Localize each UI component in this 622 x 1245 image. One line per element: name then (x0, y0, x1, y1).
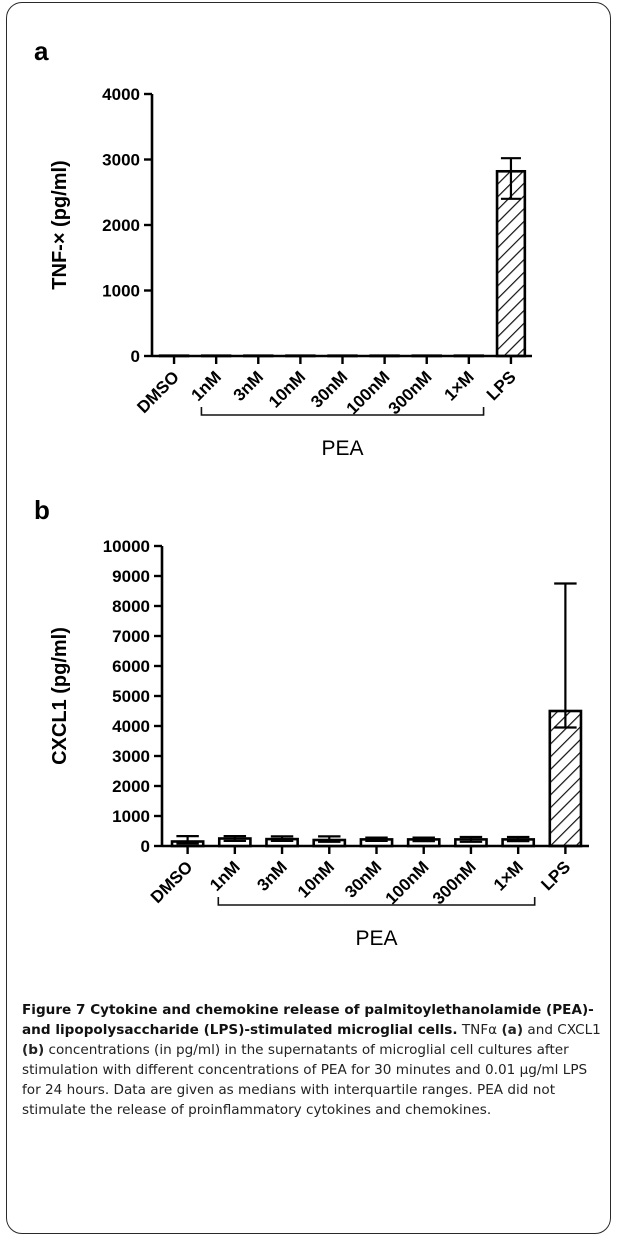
x-tick-label-100nM: 100nM (382, 857, 433, 908)
x-tick-label-LPS: LPS (483, 367, 520, 404)
x-tick-label-LPS: LPS (537, 857, 574, 894)
panel-letter-b: b (34, 495, 50, 525)
caption-text-1: TNFα (457, 1022, 502, 1038)
y-tick-label: 4000 (112, 717, 150, 736)
x-tick-label-3nM: 3nM (253, 857, 290, 894)
y-tick-label: 3000 (102, 151, 140, 170)
y-tick-label: 0 (141, 837, 150, 856)
x-tick-label-1×M: 1×M (490, 857, 527, 894)
x-tick-label-100nM: 100nM (343, 367, 394, 418)
y-axis-label: TNF-× (pg/ml) (49, 160, 71, 289)
chart-cxcl1: 0 1000 2000 3000 4000 5000 6000 7000 8000 9000 100… (49, 537, 589, 950)
y-axis-label: CXCL1 (pg/ml) (49, 627, 71, 765)
x-tick-label-1nM: 1nM (206, 857, 243, 894)
x-tick-label-1nM: 1nM (188, 367, 225, 404)
chart-tnf: 0 1000 2000 3000 4000 TNF-× (pg/ml) DMSO 1nM 3nM… (49, 85, 532, 460)
group-bracket (200, 407, 485, 416)
caption-title: Figure 7 Cytokine and chemokine release … (22, 1002, 594, 1038)
caption-text-3: concentrations (in pg/ml) in the superna… (22, 1042, 588, 1118)
x-tick-label-DMSO: DMSO (147, 857, 196, 906)
x-tick-label-DMSO: DMSO (133, 367, 182, 416)
caption-ref-b: (b) (22, 1042, 45, 1058)
y-tick-label: 6000 (112, 657, 150, 676)
group-label-pea: PEA (355, 927, 397, 950)
y-tick-label: 1000 (112, 807, 150, 826)
x-tick-label-30nM: 30nM (341, 857, 385, 901)
y-tick-label: 7000 (112, 627, 150, 646)
caption-text-2: and CXCL1 (523, 1022, 601, 1038)
x-tick-label-3nM: 3nM (230, 367, 267, 404)
y-tick-label: 10000 (103, 537, 150, 556)
y-tick-label: 9000 (112, 567, 150, 586)
y-tick-label: 3000 (112, 747, 150, 766)
figure-caption: Figure 7 Cytokine and chemokine release … (22, 1000, 607, 1120)
panel-letter-a: a (34, 36, 49, 66)
caption-ref-a: (a) (501, 1022, 524, 1038)
bar-LPS (548, 709, 583, 848)
x-tick-label-300nM: 300nM (429, 857, 480, 908)
y-tick-label: 4000 (102, 85, 140, 104)
group-label-pea: PEA (321, 437, 363, 460)
x-tick-label-1×M: 1×M (441, 367, 478, 404)
y-tick-label: 1000 (102, 282, 140, 301)
y-tick-label: 0 (131, 347, 140, 366)
x-tick-label-300nM: 300nM (385, 367, 436, 418)
y-tick-label: 2000 (102, 216, 140, 235)
y-tick-label: 5000 (112, 687, 150, 706)
x-tick-label-10nM: 10nM (265, 367, 309, 411)
x-tick-label-10nM: 10nM (294, 857, 338, 901)
y-tick-label: 2000 (112, 777, 150, 796)
y-tick-label: 8000 (112, 597, 150, 616)
group-bracket (217, 897, 536, 906)
